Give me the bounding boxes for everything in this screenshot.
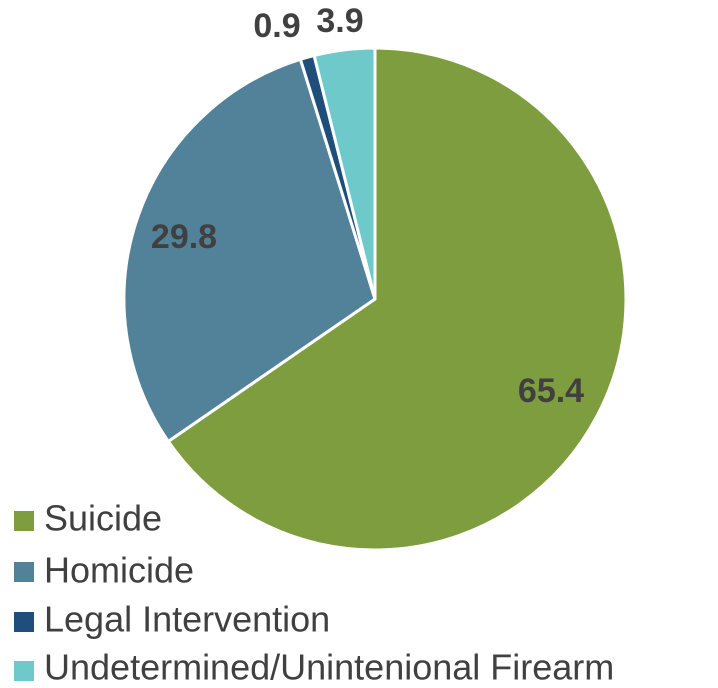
legend-label-suicide: Suicide — [44, 498, 162, 539]
legend-label-homicide: Homicide — [44, 550, 194, 591]
legend-item-suicide: Suicide — [14, 498, 162, 539]
legend-swatch-undetermined-firearm — [14, 661, 34, 681]
pie-slice-suicide — [166, 46, 628, 552]
data-label-legal-intervention: 0.9 — [253, 7, 300, 45]
legend: Suicide Homicide Legal Intervention Unde… — [14, 498, 614, 688]
legend-swatch-suicide — [14, 511, 34, 531]
legend-item-homicide: Homicide — [14, 550, 194, 591]
data-label-undetermined-firearm: 3.9 — [316, 2, 363, 40]
legend-label-legal-intervention: Legal Intervention — [44, 599, 330, 640]
data-label-suicide: 65.4 — [518, 372, 584, 410]
data-label-homicide: 29.8 — [151, 218, 217, 256]
pie-data-labels: 65.4 29.8 0.9 3.9 — [151, 2, 584, 410]
legend-item-undetermined-firearm: Undetermined/Unintenional Firearm — [14, 647, 614, 688]
pie-slice-undetermined-firearm — [312, 46, 377, 301]
pie-slices — [122, 46, 628, 552]
legend-item-legal-intervention: Legal Intervention — [14, 599, 330, 640]
legend-swatch-homicide — [14, 562, 34, 582]
legend-swatch-legal-intervention — [14, 612, 34, 632]
legend-label-undetermined-firearm: Undetermined/Unintenional Firearm — [44, 647, 614, 688]
pie-slice-homicide — [122, 57, 377, 443]
